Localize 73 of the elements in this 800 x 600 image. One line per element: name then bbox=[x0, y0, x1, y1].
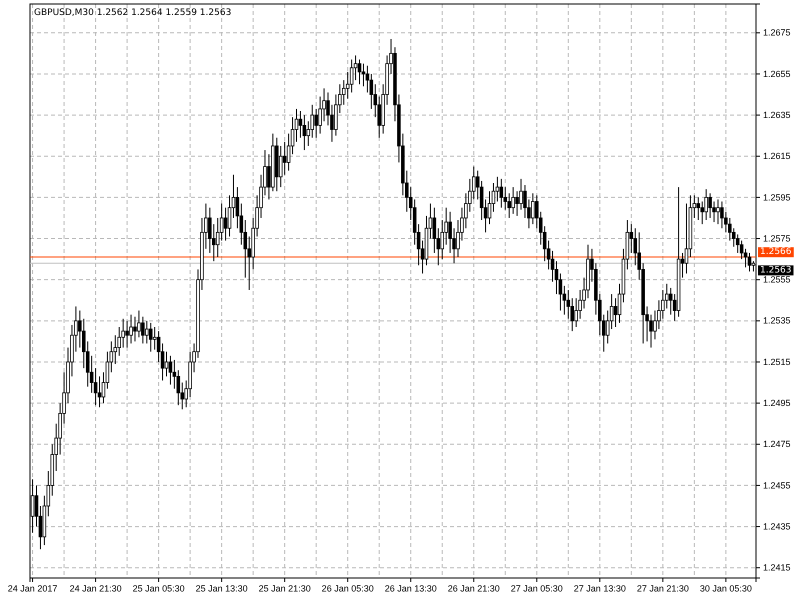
candlestick bbox=[354, 54, 358, 81]
candlestick bbox=[208, 207, 212, 254]
candlestick bbox=[748, 252, 752, 272]
x-tick-label: 25 Jan 21:30 bbox=[258, 583, 311, 594]
y-tick-label: 1.2535 bbox=[763, 316, 791, 326]
candlestick bbox=[282, 141, 286, 176]
candlestick bbox=[121, 318, 125, 348]
x-tick-label: 24 Jan 2017 bbox=[8, 583, 58, 594]
candlestick bbox=[278, 145, 283, 188]
x-tick-label: 27 Jan 21:30 bbox=[636, 583, 689, 594]
candlestick bbox=[152, 326, 156, 350]
candlestick bbox=[744, 248, 748, 268]
candlestick bbox=[172, 359, 176, 390]
y-tick-label: 1.2435 bbox=[763, 521, 791, 532]
x-tick-label: 24 Jan 21:30 bbox=[70, 583, 122, 594]
candlestick bbox=[432, 207, 436, 254]
candlestick bbox=[444, 207, 448, 246]
candlestick bbox=[696, 196, 700, 221]
chart-title: GBPUSD,M30 1.2562 1.2564 1.2559 1.2563 bbox=[34, 8, 232, 18]
x-tick-label: 27 Jan 05:30 bbox=[510, 583, 563, 594]
y-tick-label: 1.2575 bbox=[763, 233, 791, 244]
candlestick bbox=[614, 298, 618, 328]
y-tick-label: 1.2675 bbox=[763, 28, 791, 38]
y-tick-label: 1.2475 bbox=[763, 439, 791, 450]
candlestick bbox=[314, 108, 318, 138]
candlestick bbox=[168, 355, 172, 386]
candlestick bbox=[137, 310, 141, 338]
candlestick bbox=[148, 322, 153, 352]
candlestick bbox=[129, 314, 133, 344]
y-tick-label: 1.2655 bbox=[763, 68, 791, 79]
candlestick bbox=[220, 203, 224, 242]
y-tick-label: 1.2555 bbox=[763, 274, 791, 285]
x-tick-label: 27 Jan 13:30 bbox=[574, 583, 626, 594]
candlestick bbox=[366, 65, 370, 93]
candlestick bbox=[298, 110, 302, 138]
candlestick bbox=[500, 178, 504, 208]
y-tick-label: 1.2515 bbox=[763, 356, 791, 367]
candlestick bbox=[704, 188, 708, 221]
candlestick bbox=[362, 63, 366, 87]
candlestick bbox=[708, 192, 712, 218]
candlestick bbox=[531, 192, 535, 225]
candlestick bbox=[712, 201, 716, 223]
candlestick bbox=[653, 310, 657, 340]
candlestick bbox=[302, 114, 306, 151]
candlestick bbox=[700, 201, 704, 225]
candlestick bbox=[716, 198, 720, 225]
candlestick bbox=[720, 201, 724, 229]
x-tick-label: 26 Jan 21:30 bbox=[448, 583, 500, 594]
candlestick bbox=[322, 88, 326, 122]
candlestick bbox=[78, 310, 82, 348]
ref-line-label: 1.2563 bbox=[760, 265, 792, 276]
y-tick-label: 1.2415 bbox=[763, 562, 791, 573]
y-tick-label: 1.2495 bbox=[763, 398, 791, 408]
candlestick bbox=[224, 207, 228, 242]
x-tick-label: 25 Jan 05:30 bbox=[132, 583, 185, 594]
candlestick bbox=[145, 320, 149, 344]
candlestick bbox=[133, 316, 137, 342]
candlestick bbox=[515, 190, 519, 216]
ref-line-label: 1.2566 bbox=[760, 247, 792, 258]
x-tick-label: 30 Jan 05:30 bbox=[700, 583, 752, 594]
candlestick bbox=[125, 320, 129, 348]
x-tick-label: 26 Jan 05:30 bbox=[322, 583, 374, 594]
candlestick bbox=[164, 351, 168, 377]
candlestick bbox=[94, 368, 98, 406]
candlestick bbox=[511, 186, 515, 214]
y-tick-label: 1.2635 bbox=[763, 110, 791, 120]
x-tick-label: 26 Jan 13:30 bbox=[384, 583, 437, 594]
y-tick-label: 1.2615 bbox=[763, 151, 791, 162]
candlestick bbox=[358, 59, 362, 85]
candlestick bbox=[350, 59, 354, 93]
x-tick-label: 25 Jan 13:30 bbox=[196, 583, 248, 594]
y-tick-label: 1.2595 bbox=[763, 192, 791, 202]
y-tick-label: 1.2455 bbox=[763, 480, 791, 490]
